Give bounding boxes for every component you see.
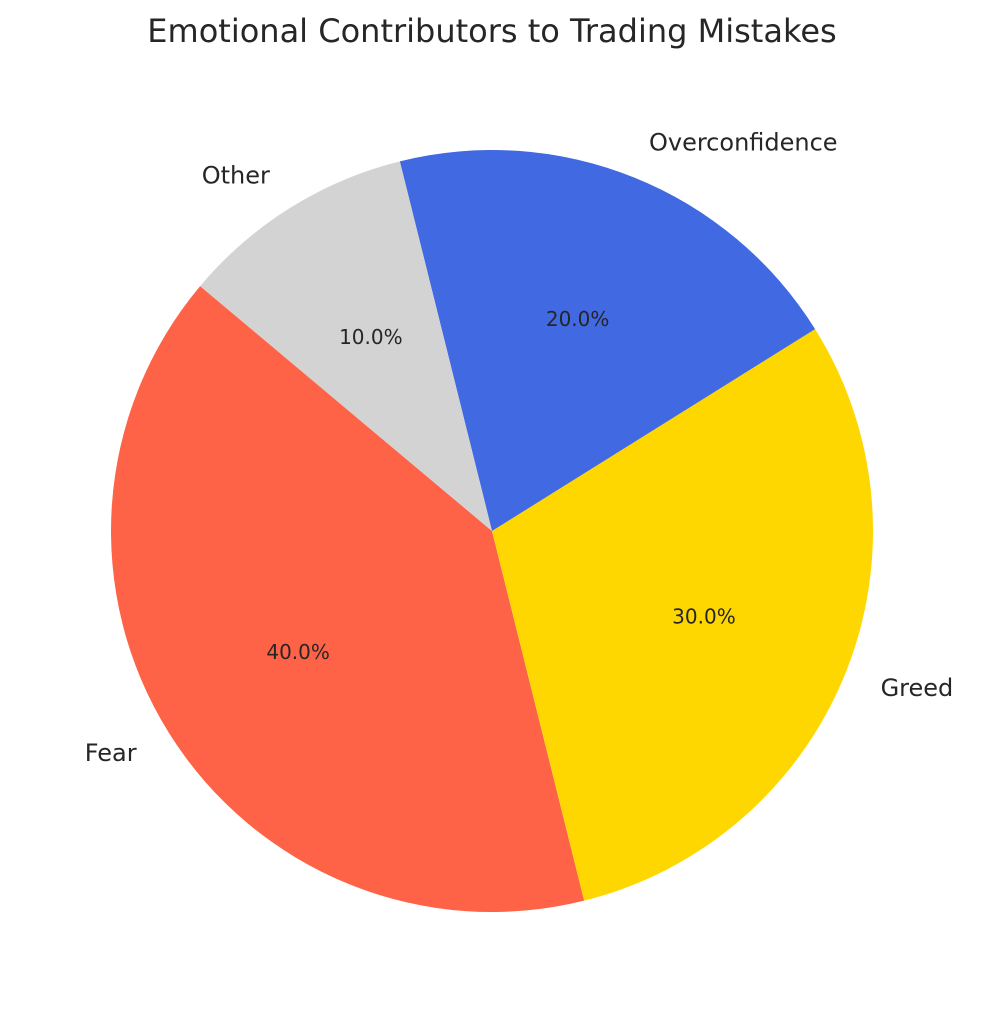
slice-label-fear: Fear [85, 739, 137, 767]
slice-percent-fear: 40.0% [266, 640, 330, 664]
slice-percent-overconfidence: 20.0% [546, 307, 610, 331]
slice-label-other: Other [202, 162, 270, 190]
slice-percent-other: 10.0% [339, 325, 403, 349]
pie-slice-greed [492, 329, 873, 901]
slice-label-overconfidence: Overconfidence [649, 128, 838, 156]
slice-percent-greed: 30.0% [672, 605, 736, 629]
chart-title: Emotional Contributors to Trading Mistak… [147, 12, 836, 50]
pie-slice-overconfidence [399, 150, 816, 532]
pie-slice-fear [110, 286, 585, 913]
pie-slices [110, 150, 873, 913]
slice-label-greed: Greed [881, 674, 954, 702]
pie-slice-other [200, 161, 492, 531]
pie-labels: Fear 40.0% Greed 30.0% Overconfidence 20.0% Ot… [85, 128, 954, 767]
